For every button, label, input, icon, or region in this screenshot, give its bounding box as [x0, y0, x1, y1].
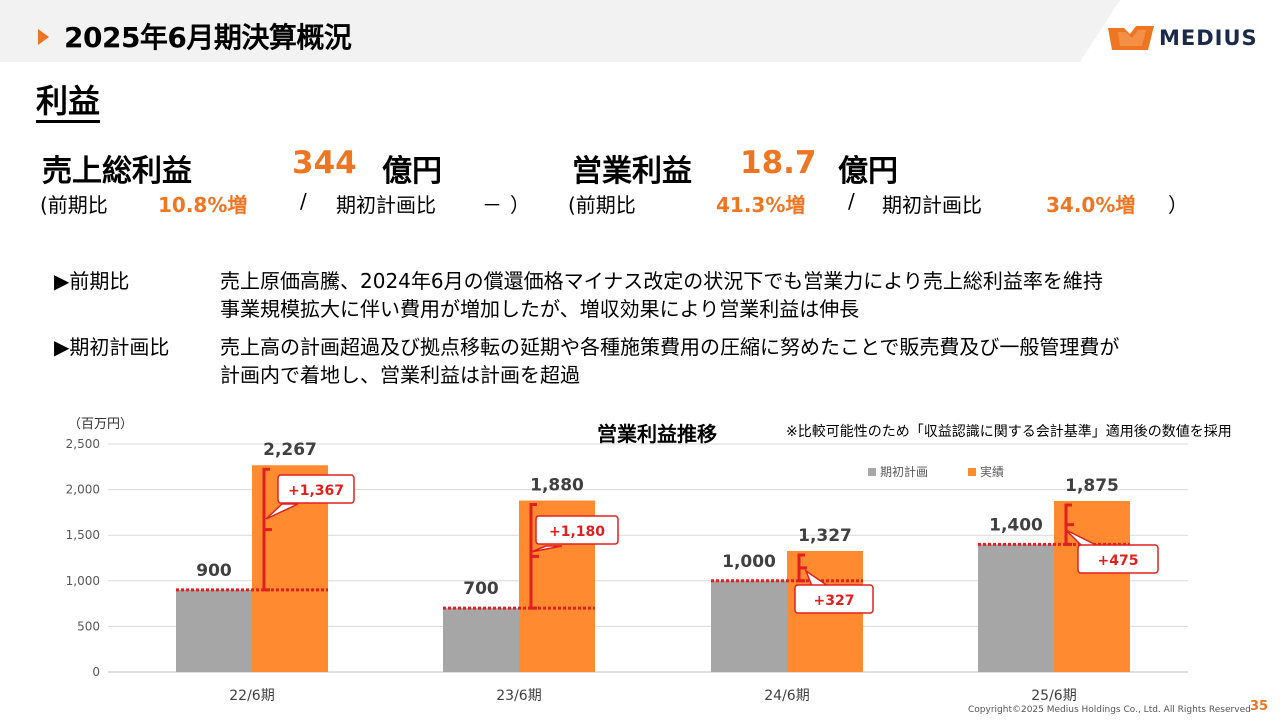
- actual-value-label: 1,875: [1065, 476, 1119, 496]
- x-category-label: 24/6期: [764, 688, 809, 704]
- operating-profit-plan-label: 期初計画比: [882, 193, 982, 217]
- plan-value-label: 900: [196, 561, 232, 581]
- difference-callout-label: +327: [814, 593, 855, 609]
- difference-callout-label: +1,180: [549, 524, 605, 540]
- operating-profit-unit: 億円: [838, 154, 898, 189]
- y-tick-label: 1,500: [66, 528, 100, 542]
- operating-profit-chart: （百万円） 0 500 1,000 1,500 2,000 2,500 期初計画 実績 900 2,…: [66, 417, 1188, 704]
- plan-bar: [176, 589, 252, 672]
- plan-bar: [978, 544, 1054, 672]
- legend-label: 実績: [980, 464, 1004, 479]
- legend-swatch: [868, 468, 876, 476]
- bullet-yoy-line-1: 売上原価高騰、2024年6月の償還価格マイナス改定の状況下でも営業力により売上総…: [220, 269, 1103, 293]
- operating-profit-label: 営業利益: [572, 154, 692, 189]
- difference-callout-label: +1,367: [288, 483, 344, 499]
- difference-callout-box: [1077, 544, 1159, 574]
- legend-swatch: [968, 468, 976, 476]
- x-category-label: 25/6期: [1031, 688, 1076, 704]
- gross-profit-value: 344: [292, 145, 357, 181]
- gross-profit-unit: 億円: [382, 154, 442, 189]
- plan-value-label: 700: [463, 579, 499, 599]
- gross-profit-sub-prefix: (前期比: [40, 193, 108, 217]
- page-title: 2025年6月期決算概況: [64, 21, 352, 54]
- operating-profit-plan-value: 34.0%増: [1046, 193, 1136, 217]
- x-category-label: 23/6期: [496, 688, 541, 704]
- actual-value-label: 1,880: [530, 476, 584, 496]
- gross-profit-close: ）: [510, 193, 530, 217]
- gross-profit-plan-label: 期初計画比: [336, 193, 436, 217]
- y-tick-label: 0: [92, 665, 100, 679]
- bullet-plan-line-1: 売上高の計画超過及び拠点移転の延期や各種施策費用の圧縮に努めたことで販売費及び一…: [220, 335, 1120, 359]
- plan-bar: [443, 608, 519, 672]
- y-axis-unit-label: （百万円）: [68, 417, 133, 432]
- chart-note: ※比較可能性のため「収益認識に関する会計基準」適用後の数値を採用: [786, 424, 1232, 440]
- chart-title: 営業利益推移: [597, 422, 717, 446]
- section-title: 利益: [36, 82, 101, 123]
- medius-logo-icon: [1108, 26, 1154, 50]
- gross-profit-plan-value: －: [482, 193, 502, 217]
- difference-callout-box: [277, 474, 355, 504]
- gross-profit-separator: /: [300, 189, 307, 213]
- bullet-yoy-line-2: 事業規模拡大に伴い費用が増加したが、増収効果により営業利益は伸長: [220, 297, 860, 321]
- difference-callout-box: [535, 515, 619, 545]
- callout-pointer: [265, 503, 299, 520]
- x-category-label: 22/6期: [229, 688, 274, 704]
- bullet-label-yoy: ▶前期比: [54, 269, 130, 293]
- y-tick-label: 500: [77, 619, 100, 633]
- page-number: 35: [1250, 699, 1269, 714]
- y-tick-label: 2,000: [66, 483, 100, 497]
- callout-pointer: [530, 545, 563, 553]
- operating-profit-separator: /: [848, 189, 855, 213]
- y-tick-label: 1,000: [66, 574, 100, 588]
- bullet-plan-line-2: 計画内で着地し、営業利益は計画を超過: [220, 363, 580, 387]
- bullet-label-plan: ▶期初計画比: [54, 335, 170, 359]
- gross-profit-label: 売上総利益: [42, 154, 192, 189]
- difference-callout-label: +475: [1098, 553, 1139, 569]
- y-tick-label: 2,500: [66, 437, 100, 451]
- plan-bar: [711, 580, 787, 672]
- copyright-text: Copyright©2025 Medius Holdings Co., Ltd.…: [968, 705, 1251, 715]
- operating-profit-yoy: 41.3%増: [716, 193, 806, 217]
- logo-text: MEDIUS: [1159, 26, 1258, 50]
- actual-value-label: 2,267: [263, 440, 317, 460]
- plan-value-label: 1,000: [722, 552, 776, 572]
- plan-value-label: 1,400: [989, 515, 1043, 535]
- operating-profit-close: ）: [1168, 193, 1188, 217]
- header-arrow-icon: [38, 29, 49, 45]
- difference-callout-box: [794, 584, 874, 614]
- operating-profit-value: 18.7: [740, 145, 817, 181]
- legend-label: 期初計画: [880, 464, 928, 479]
- operating-profit-sub-prefix: (前期比: [568, 193, 636, 217]
- gross-profit-yoy: 10.8%増: [158, 193, 248, 217]
- actual-value-label: 1,327: [798, 526, 852, 546]
- header-bar: 2025年6月期決算概況 MEDIUS: [0, 0, 1280, 62]
